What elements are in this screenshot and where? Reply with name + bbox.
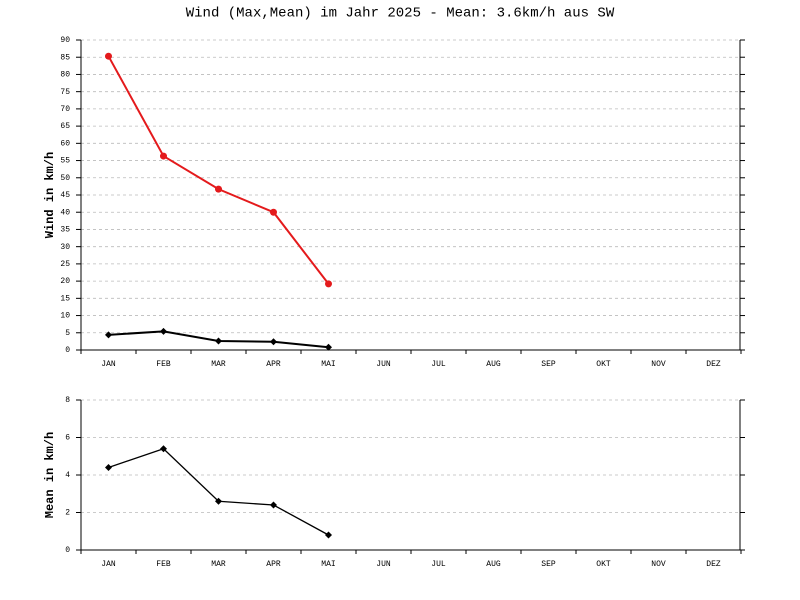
x-tick-label: MAI (321, 560, 335, 569)
x-tick-label: AUG (486, 560, 501, 569)
marker (325, 280, 332, 288)
x-tick-label: APR (266, 560, 281, 569)
y-axis-label: Mean in km/h (43, 432, 57, 518)
y-tick-label: 40 (60, 208, 70, 217)
y-tick-label: 2 (65, 509, 70, 518)
marker (215, 337, 222, 345)
marker (160, 445, 167, 453)
x-tick-label: JUL (431, 560, 446, 569)
y-tick-label: 65 (60, 122, 70, 131)
x-tick-label: MAR (211, 360, 226, 369)
x-tick-label: JUL (431, 360, 446, 369)
y-tick-label: 5 (65, 329, 70, 338)
x-tick-label: APR (266, 360, 281, 369)
y-tick-label: 75 (60, 88, 70, 97)
marker (325, 531, 332, 539)
x-tick-label: FEB (156, 360, 171, 369)
y-tick-label: 45 (60, 191, 70, 200)
x-tick-label: SEP (541, 360, 556, 369)
x-tick-label: JAN (101, 360, 116, 369)
x-tick-label: MAI (321, 360, 335, 369)
y-tick-label: 85 (60, 53, 70, 62)
series-line (108, 448, 329, 536)
y-tick-label: 6 (65, 434, 70, 443)
y-tick-label: 0 (65, 346, 70, 355)
marker (105, 331, 112, 339)
marker (105, 52, 112, 60)
marker (215, 185, 222, 193)
y-tick-label: 15 (60, 294, 70, 303)
y-tick-label: 0 (65, 546, 70, 555)
marker (105, 464, 112, 471)
x-tick-label: AUG (486, 360, 501, 369)
x-tick-label: SEP (541, 560, 556, 569)
marker (270, 338, 277, 346)
y-tick-label: 4 (65, 471, 70, 480)
y-tick-label: 55 (60, 157, 70, 166)
x-tick-label: JUN (376, 560, 391, 569)
y-tick-label: 90 (60, 36, 70, 45)
marker (325, 343, 332, 351)
x-tick-label: OKT (596, 560, 611, 569)
y-tick-label: 35 (60, 226, 70, 235)
y-tick-label: 30 (60, 243, 70, 252)
marker (160, 327, 167, 335)
y-tick-label: 8 (65, 396, 70, 405)
marker (215, 497, 222, 505)
x-tick-label: NOV (651, 560, 666, 569)
y-tick-label: 60 (60, 139, 70, 148)
y-tick-label: 80 (60, 71, 70, 80)
x-tick-label: DEZ (706, 560, 721, 569)
y-tick-label: 10 (60, 312, 70, 321)
x-tick-label: MAR (211, 560, 226, 569)
x-tick-label: NOV (651, 360, 666, 369)
marker (160, 152, 167, 160)
y-tick-label: 20 (60, 277, 70, 286)
x-tick-label: JAN (101, 560, 116, 569)
marker (270, 501, 277, 509)
y-tick-label: 25 (60, 260, 70, 269)
x-tick-label: DEZ (706, 360, 721, 369)
x-tick-label: FEB (156, 560, 171, 569)
x-tick-label: JUN (376, 360, 391, 369)
y-axis-label: Wind in km/h (43, 152, 57, 238)
y-tick-label: 70 (60, 105, 70, 114)
x-tick-label: OKT (596, 360, 611, 369)
chart-title: Wind (Max,Mean) im Jahr 2025 - Mean: 3.6… (186, 6, 615, 22)
series-line (107, 55, 330, 285)
y-tick-label: 50 (60, 174, 70, 183)
marker (270, 208, 277, 216)
